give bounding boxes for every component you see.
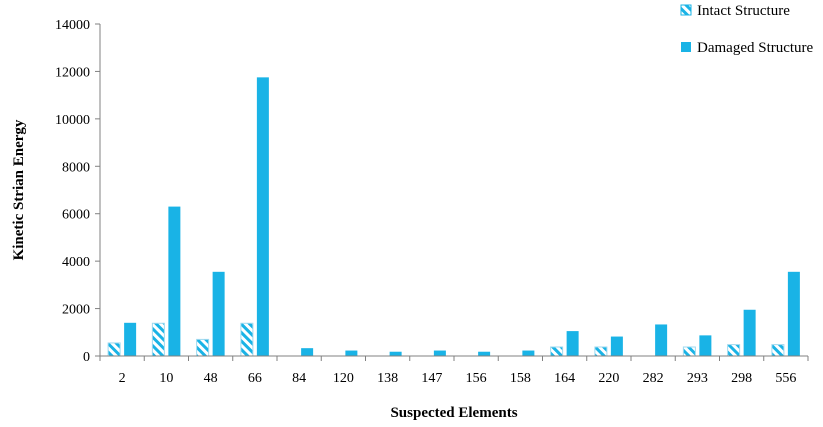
bar-intact-structure	[550, 346, 564, 357]
bar-damaged-structure	[787, 271, 800, 356]
legend: Intact Structure Damaged Structure	[680, 3, 814, 56]
legend-swatch-damaged	[681, 42, 691, 52]
y-axis-ticks: 0 2000 4000 6000 8000 10000 12000 14000	[55, 18, 100, 365]
x-tick-label: 158	[510, 371, 531, 386]
bars	[107, 77, 800, 357]
bar-intact-structure	[151, 322, 165, 357]
bar-intact-structure	[771, 344, 785, 357]
x-tick-label: 138	[377, 371, 398, 386]
bar-intact-structure	[107, 342, 121, 357]
bar-damaged-structure	[522, 350, 535, 356]
y-tick-label: 4000	[62, 255, 90, 270]
legend-label-damaged: Damaged Structure	[697, 40, 814, 56]
y-tick-label: 10000	[55, 113, 90, 128]
x-axis-ticks: 2 10 48 66 84 120 138 147 156 158 164 220 282 293 298 5…	[99, 356, 809, 386]
bar-damaged-structure	[610, 336, 623, 356]
bar-damaged-structure	[566, 331, 579, 356]
bar-damaged-structure	[124, 322, 137, 356]
x-tick-label: 10	[159, 371, 173, 386]
x-tick-label: 556	[775, 371, 796, 386]
x-tick-label: 156	[466, 371, 487, 386]
y-tick-label: 2000	[62, 303, 90, 318]
bar-intact-structure	[727, 344, 741, 357]
legend-swatch-intact	[680, 4, 692, 16]
bar-damaged-structure	[168, 206, 181, 356]
x-tick-label: 293	[687, 371, 708, 386]
x-tick-label: 298	[731, 371, 752, 386]
x-tick-label: 282	[643, 371, 664, 386]
x-tick-label: 48	[204, 371, 218, 386]
bar-damaged-structure	[699, 335, 712, 356]
bar-damaged-structure	[433, 350, 446, 356]
bar-damaged-structure	[655, 324, 668, 356]
bar-damaged-structure	[478, 351, 491, 356]
bar-intact-structure	[196, 338, 210, 357]
bar-intact-structure	[240, 322, 254, 357]
y-tick-label: 8000	[62, 160, 90, 175]
legend-label-intact: Intact Structure	[697, 3, 790, 19]
x-tick-label: 2	[119, 371, 126, 386]
bar-intact-structure	[682, 346, 696, 357]
bar-damaged-structure	[345, 350, 358, 356]
bar-intact-structure	[594, 346, 608, 357]
y-tick-label: 0	[83, 350, 90, 365]
bar-damaged-structure	[212, 271, 225, 356]
y-axis-title: Kinetic Strian Energy	[11, 119, 27, 260]
x-tick-label: 66	[248, 371, 262, 386]
y-tick-label: 12000	[55, 65, 90, 80]
bar-damaged-structure	[301, 348, 314, 356]
y-tick-label: 6000	[62, 208, 90, 223]
x-tick-label: 220	[598, 371, 619, 386]
y-tick-label: 14000	[55, 18, 90, 33]
bar-damaged-structure	[256, 77, 269, 356]
x-tick-label: 147	[421, 371, 442, 386]
x-tick-label: 164	[554, 371, 575, 386]
bar-damaged-structure	[743, 309, 756, 356]
x-tick-label: 120	[333, 371, 354, 386]
x-tick-label: 84	[292, 371, 306, 386]
bar-damaged-structure	[389, 351, 402, 356]
x-axis-title: Suspected Elements	[390, 405, 517, 421]
